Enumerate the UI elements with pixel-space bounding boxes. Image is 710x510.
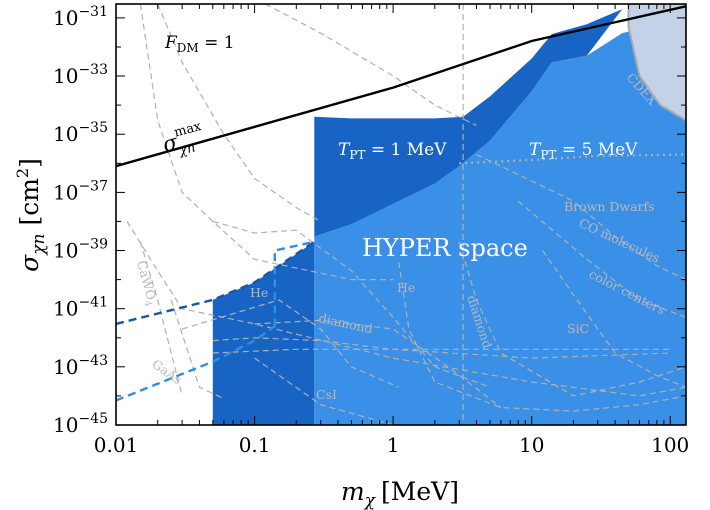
label-brown-dwarfs: Brown Dwarfs [564,199,655,214]
svg-text:σ: σ [160,130,181,157]
y-tick-label: 10−43 [53,353,108,379]
y-tick-label: 10−35 [53,120,108,146]
dashed-extensions [116,240,315,402]
plot-area: Brown Dwarfs CO molecules color centers … [116,4,686,425]
axis-ticks [115,4,686,426]
y-tick-label: 10−31 [53,4,108,30]
limit-curve-co-molecules-1 [476,153,686,281]
y-tick-label: 10−45 [53,411,108,437]
y-tick-labels: 10−31 10−33 10−35 10−37 10−39 10−41 10−43 10−45 [53,4,108,437]
plot-frame [115,3,687,426]
y-tick-label: 10−39 [53,237,108,263]
y-tick-label: 10−41 [53,295,108,321]
limit-curve-he-7 [181,299,400,388]
label-fdm: FDM = 1 [164,33,235,55]
limit-curves [126,4,686,425]
label-tpt5: TPT = 5 MeV [529,140,638,162]
limit-curve-cawo-10 [139,241,183,397]
x-axis-title: mχ [MeV] [341,477,459,510]
limit-curve-unlabeled-15 [265,4,477,126]
region-cdex [627,4,686,122]
y-tick-label: 10−33 [53,62,108,88]
label-he-2: He [397,280,415,295]
limit-curve-unlabeled-14 [212,220,491,388]
limit-curve-csi-8 [254,357,394,425]
label-tpt1: TPT = 1 MeV [338,140,447,162]
limit-curve-diamond-6 [254,319,502,408]
x-tick-labels: 0.01 0.1 1 10 100 [94,433,690,457]
dashed-extension-0 [116,240,315,326]
label-csi: CsI [316,387,337,402]
limit-curve-unlabeled-13 [157,4,321,222]
svg-text:χn: χn [177,140,198,159]
region-tpt1 [212,9,623,425]
limit-curve-unlabeled-16 [212,337,671,359]
y-tick-label: 10−37 [53,178,108,204]
max-cross-section-line [116,5,686,168]
y-axis-title: σχn[cm2] [13,158,49,272]
x-tick-label: 1 [387,433,400,457]
x-tick-label: 0.1 [239,433,271,457]
label-sic: SiC [567,321,589,336]
region-tpt5 [314,17,686,425]
limit-curve-color-centers-2 [517,200,686,318]
svg-text:max: max [173,119,204,141]
x-tick-label: 0.01 [94,433,139,457]
label-sigma-max: σ max χn [160,119,204,159]
limit-curve-sic-3 [542,250,686,388]
limit-curve-brown-dwarfs-0 [459,153,686,165]
label-he-1: He [250,285,268,300]
dashed-extension-1 [116,325,276,402]
x-tick-label: 100 [651,433,689,457]
label-hyper-space: HYPER space [362,234,528,262]
x-tick-label: 10 [519,433,544,457]
limit-curve-unlabeled-11 [126,221,686,397]
limit-curve-gaas-9 [170,299,225,400]
limit-curve-diamond-4 [458,241,686,397]
limit-curve-unlabeled-17 [212,348,671,354]
